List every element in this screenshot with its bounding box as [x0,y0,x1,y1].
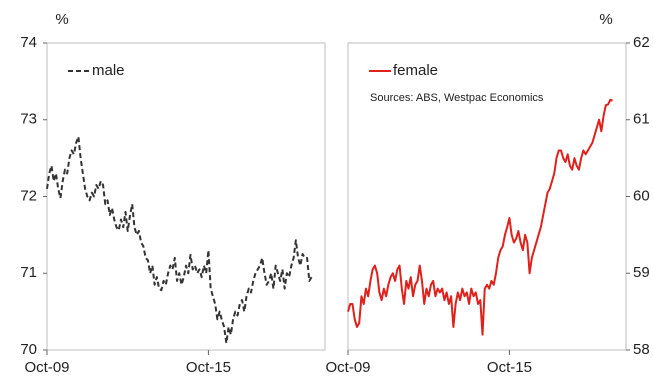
legend-label: female [393,62,438,79]
y-tick-label: 73 [20,111,37,128]
y-tick-label: 72 [20,187,37,204]
y-tick-label: 62 [633,34,650,51]
series-line [46,135,313,345]
y-axis-unit: % [55,11,68,28]
x-tick-label: Oct-09 [24,359,69,376]
y-tick-label: 58 [633,341,650,358]
y-tick-label: 61 [633,111,650,128]
y-tick-label: 71 [20,264,37,281]
x-tick-label: Oct-09 [325,359,370,376]
y-tick-label: 70 [20,341,37,358]
y-tick-label: 74 [20,34,37,51]
legend-label: male [92,62,125,79]
annotation: Sources: ABS, Westpac Economics [370,92,544,104]
plot-frame [347,42,627,351]
series-line [347,98,613,336]
y-tick-label: 59 [633,264,650,281]
x-tick-label: Oct-15 [186,359,231,376]
plot-frame [46,42,326,351]
y-tick-label: 60 [633,187,650,204]
y-axis-unit: % [599,11,612,28]
x-tick-label: Oct-15 [487,359,532,376]
